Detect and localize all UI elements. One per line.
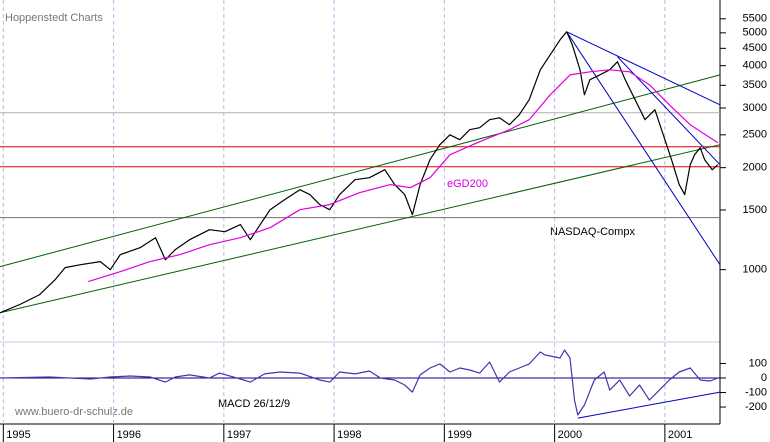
y-tick-label: 2000 bbox=[743, 162, 767, 174]
y-tick-label: 0 bbox=[761, 372, 767, 384]
ma-label: eGD200 bbox=[447, 178, 488, 190]
footer-label: www.buero-dr-schulz.de bbox=[14, 406, 133, 418]
y-tick-label: 4500 bbox=[743, 42, 767, 54]
y-tick-label: -100 bbox=[745, 386, 767, 398]
source-label: Hoppenstedt Charts bbox=[5, 12, 103, 24]
y-tick-label: -200 bbox=[745, 401, 767, 413]
x-tick-label: 1995 bbox=[6, 429, 30, 441]
y-tick-label: 4000 bbox=[743, 60, 767, 72]
trend-line bbox=[577, 391, 721, 419]
y-tick-label: 3500 bbox=[743, 79, 767, 91]
series-line bbox=[88, 69, 719, 283]
trend-line bbox=[0, 144, 721, 314]
index-label: NASDAQ-Compx bbox=[550, 226, 635, 238]
x-tick-label: 1998 bbox=[337, 429, 361, 441]
y-tick-label: 2500 bbox=[743, 129, 767, 141]
y-tick-label: 3000 bbox=[743, 102, 767, 114]
macd-label: MACD 26/12/9 bbox=[218, 398, 290, 410]
x-tick-label: 1999 bbox=[447, 429, 471, 441]
x-tick-label: 1997 bbox=[227, 429, 251, 441]
y-tick-label: 5500 bbox=[743, 13, 767, 25]
y-tick-label: 1500 bbox=[743, 204, 767, 216]
x-tick-label: 1996 bbox=[117, 429, 141, 441]
y-tick-label: 5000 bbox=[743, 27, 767, 39]
series-line bbox=[0, 349, 719, 416]
y-tick-label: 1000 bbox=[743, 264, 767, 276]
x-tick-label: 2001 bbox=[668, 429, 692, 441]
trend-line bbox=[566, 31, 721, 106]
y-tick-label: 100 bbox=[749, 357, 767, 369]
x-tick-label: 2000 bbox=[558, 429, 582, 441]
series-line bbox=[0, 31, 719, 314]
trend-line bbox=[0, 74, 721, 268]
trend-line bbox=[566, 31, 721, 265]
